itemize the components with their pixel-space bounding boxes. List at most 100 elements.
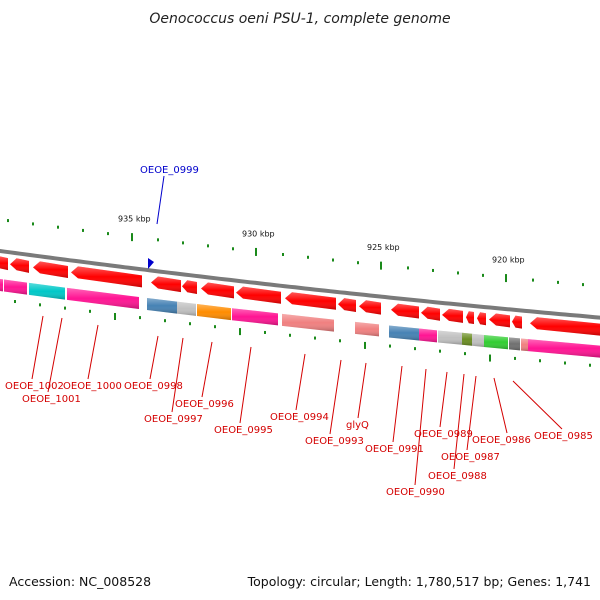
tick-dot <box>457 271 459 275</box>
gene-label[interactable]: OEOE_0989 <box>414 429 473 440</box>
outer-tick-dot <box>14 300 16 304</box>
reverse-gene-shade <box>197 304 231 321</box>
forward-gene-shade <box>338 298 356 312</box>
tick-dot <box>182 241 184 245</box>
outer-tick-dot <box>139 316 141 320</box>
gene-leader-line <box>47 317 63 393</box>
reverse-gene-shade <box>528 339 600 358</box>
gene-leader-line <box>512 380 563 430</box>
outer-tick-dot <box>539 359 541 363</box>
reverse-gene-shade <box>67 287 139 309</box>
gene-labels: OEOE_1002 OEOE_1001 OEOE_1000 OEOE_0998 OEOE… <box>5 315 593 498</box>
gene-label[interactable]: OEOE_1000 <box>63 381 122 392</box>
reverse-gene-shade <box>0 278 3 292</box>
reverse-gene-shade <box>419 328 437 343</box>
gene-label[interactable]: OEOE_1001 <box>22 394 81 405</box>
outer-tick-dot <box>339 339 341 343</box>
forward-gene-shade <box>71 266 142 288</box>
tick-dot <box>432 268 434 272</box>
gene-label[interactable]: OEOE_1002 <box>5 381 64 392</box>
tick-dot <box>357 261 359 265</box>
reverse-gene-shade <box>177 301 196 316</box>
outer-tick-dot <box>164 319 166 323</box>
reverse-gene-shade <box>509 337 520 351</box>
gene-label[interactable]: OEOE_0997 <box>144 414 203 425</box>
reverse-gene-shade <box>282 313 334 332</box>
highlight-leader <box>156 175 165 225</box>
forward-gene-shade <box>182 280 197 294</box>
outer-tick-dots <box>14 300 591 367</box>
gene-label[interactable]: OEOE_0990 <box>386 487 445 498</box>
forward-gene-shade <box>512 315 522 329</box>
reverse-gene-shade <box>521 338 528 352</box>
outer-tick-dot <box>564 361 566 365</box>
forward-gene-shade <box>10 258 29 273</box>
reverse-gene-shade <box>4 279 27 295</box>
highlight-marker[interactable]: OEOE_0999 <box>140 165 199 269</box>
gene-leader-line <box>493 377 508 434</box>
tick-dot <box>7 219 9 223</box>
gene-label[interactable]: OEOE_0988 <box>428 471 487 482</box>
tick-dot <box>557 280 559 284</box>
forward-gene-shade <box>530 317 600 336</box>
gene-label[interactable]: OEOE_0986 <box>472 435 531 446</box>
reverse-gene-shade <box>147 298 177 314</box>
gene-leader-line <box>329 359 342 435</box>
ruler-tick <box>131 233 133 242</box>
gene-leader-line <box>466 375 477 451</box>
highlight-label[interactable]: OEOE_0999 <box>140 165 199 176</box>
reverse-gene-shade <box>472 333 484 347</box>
reverse-gene-shade <box>389 325 419 341</box>
gene-leader-line <box>239 346 252 424</box>
gene-label[interactable]: OEOE_0994 <box>270 412 329 423</box>
gene-leader-line <box>171 337 184 413</box>
highlight-arrow-icon <box>148 258 154 269</box>
tick-dot <box>307 255 309 259</box>
outer-tick-dot <box>39 303 41 307</box>
gene-label[interactable]: OEOE_0991 <box>365 444 424 455</box>
gene-leader-line <box>357 362 367 419</box>
ruler-tick-label: 935 kbp <box>118 214 151 223</box>
outer-tick-dot <box>64 306 66 310</box>
gene-leader-line <box>392 365 403 443</box>
forward-gene-shade <box>201 282 234 299</box>
gene-leader-line <box>149 335 159 380</box>
reverse-gene-shade <box>462 332 472 346</box>
gene-label[interactable]: OEOE_0998 <box>124 381 183 392</box>
tick-dot <box>407 266 409 270</box>
outer-tick-dot <box>414 347 416 351</box>
gene-leader-line <box>439 371 448 428</box>
forward-gene-shade <box>466 311 474 324</box>
genome-backbone <box>0 248 600 320</box>
ruler-tick <box>255 247 257 256</box>
forward-gene-shade <box>359 300 381 315</box>
gene-label[interactable]: glyQ <box>346 420 369 431</box>
reverse-gene-shade <box>484 335 508 350</box>
gene-label[interactable]: OEOE_0993 <box>305 436 364 447</box>
forward-gene-shade <box>236 286 281 304</box>
gene-leader-line <box>87 324 99 380</box>
outer-tick-dot <box>364 341 366 349</box>
tick-dot <box>107 232 109 236</box>
ruler-tick <box>380 261 382 270</box>
outer-tick-dot <box>314 336 316 340</box>
reverse-gene-shade <box>29 282 65 300</box>
outer-tick-dot <box>389 344 391 348</box>
outer-tick-dot <box>289 333 291 337</box>
accession-text: Accession: NC_008528 <box>9 574 151 589</box>
tick-dot <box>82 228 84 232</box>
gene-label[interactable]: OEOE_0996 <box>175 399 234 410</box>
gene-label[interactable]: OEOE_0985 <box>534 431 593 442</box>
outer-tick-dot <box>439 349 441 353</box>
gene-leader-line <box>201 341 213 398</box>
outer-tick-dot <box>514 356 516 360</box>
gene-label[interactable]: OEOE_0987 <box>441 452 500 463</box>
ruler-tick-label: 920 kbp <box>492 256 525 265</box>
ruler-tick <box>505 274 507 283</box>
gene-label[interactable]: OEOE_0995 <box>214 425 273 436</box>
tick-dot <box>582 283 584 287</box>
tick-dot <box>207 244 209 248</box>
tick-dot <box>32 222 34 226</box>
genome-summary-text: Topology: circular; Length: 1,780,517 bp… <box>247 574 591 589</box>
